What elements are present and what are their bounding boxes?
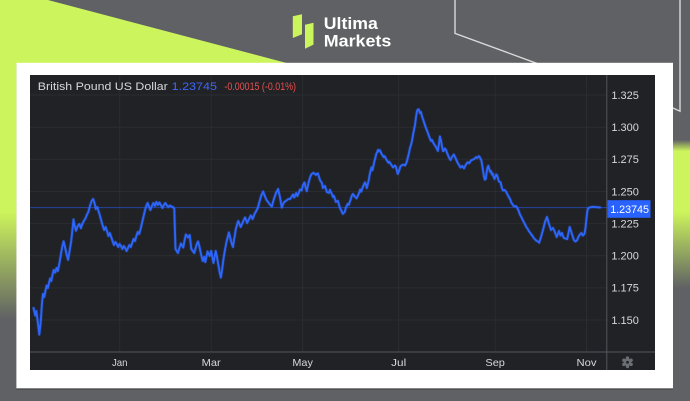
svg-text:1.23745: 1.23745	[172, 81, 217, 93]
svg-text:1.150: 1.150	[611, 315, 639, 327]
svg-text:1.275: 1.275	[611, 154, 639, 166]
svg-text:Jul: Jul	[391, 358, 406, 369]
svg-text:Markets: Markets	[324, 31, 392, 50]
svg-text:1.325: 1.325	[611, 90, 639, 102]
svg-text:Sep: Sep	[485, 358, 505, 369]
svg-text:British Pound US Dollar: British Pound US Dollar	[38, 81, 168, 93]
svg-text:Jan: Jan	[112, 358, 128, 369]
svg-text:1.23745: 1.23745	[610, 204, 649, 216]
svg-text:Mar: Mar	[202, 358, 222, 369]
svg-text:1.175: 1.175	[611, 283, 639, 295]
svg-text:-0.00015 (-0.01%): -0.00015 (-0.01%)	[224, 81, 296, 93]
svg-text:Ultima: Ultima	[324, 14, 379, 33]
svg-text:1.200: 1.200	[611, 251, 639, 263]
svg-text:1.225: 1.225	[611, 218, 639, 230]
svg-text:Nov: Nov	[577, 358, 598, 369]
svg-text:1.300: 1.300	[611, 122, 639, 134]
svg-text:1.250: 1.250	[611, 186, 639, 198]
svg-text:May: May	[292, 358, 313, 369]
